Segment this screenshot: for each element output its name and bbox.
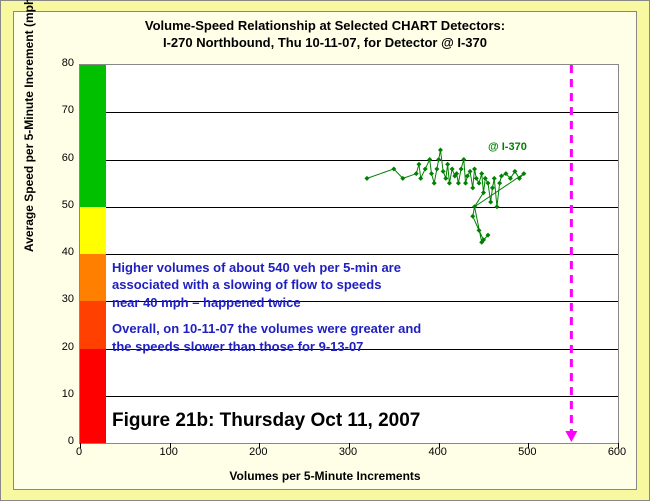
data-marker <box>391 166 396 171</box>
speed-color-band <box>80 207 106 254</box>
x-tick-label: 300 <box>333 446 363 458</box>
x-tick-label: 100 <box>154 446 184 458</box>
title-line-1: Volume-Speed Relationship at Selected CH… <box>145 18 505 33</box>
data-marker <box>521 171 526 176</box>
data-marker <box>445 162 450 167</box>
data-marker <box>477 228 482 233</box>
data-marker <box>503 171 508 176</box>
gridline <box>80 254 618 255</box>
chart-card: Volume-Speed Relationship at Selected CH… <box>13 11 637 490</box>
y-tick-label: 10 <box>50 388 74 400</box>
data-marker <box>485 181 490 186</box>
x-tick-label: 600 <box>602 446 632 458</box>
data-marker <box>470 185 475 190</box>
figure-label: Figure 21b: Thursday Oct 11, 2007 <box>112 410 420 432</box>
data-marker <box>490 185 495 190</box>
data-marker <box>481 190 486 195</box>
speed-color-band <box>80 254 106 301</box>
data-marker <box>418 176 423 181</box>
data-marker <box>441 169 446 174</box>
gridline <box>80 396 618 397</box>
data-marker <box>434 166 439 171</box>
y-tick-label: 30 <box>50 293 74 305</box>
data-marker <box>364 176 369 181</box>
outer-frame: Volume-Speed Relationship at Selected CH… <box>0 0 650 501</box>
series-label: @ I-370 <box>488 141 527 153</box>
data-marker <box>465 174 470 179</box>
x-axis-title: Volumes per 5-Minute Increments <box>14 469 636 483</box>
data-marker <box>443 176 448 181</box>
chart-title: Volume-Speed Relationship at Selected CH… <box>14 18 636 52</box>
data-marker <box>479 240 484 245</box>
data-marker <box>488 200 493 205</box>
y-tick-label: 80 <box>50 57 74 69</box>
x-tick-label: 400 <box>423 446 453 458</box>
gridline <box>80 112 618 113</box>
y-tick-label: 70 <box>50 104 74 116</box>
gridline <box>80 160 618 161</box>
data-marker <box>474 176 479 181</box>
annotation-1: Higher volumes of about 540 veh per 5-mi… <box>112 259 412 312</box>
data-marker <box>497 181 502 186</box>
data-marker <box>479 171 484 176</box>
y-tick-label: 20 <box>50 341 74 353</box>
data-marker <box>512 169 517 174</box>
data-marker <box>416 162 421 167</box>
data-marker <box>438 148 443 153</box>
speed-color-band <box>80 301 106 348</box>
data-marker <box>423 166 428 171</box>
data-marker <box>459 166 464 171</box>
data-marker <box>400 176 405 181</box>
data-marker <box>481 237 486 242</box>
data-marker <box>429 171 434 176</box>
vline-arrow-icon <box>565 431 577 442</box>
series-line <box>367 150 524 242</box>
annotation-2: Overall, on 10-11-07 the volumes were gr… <box>112 320 422 355</box>
data-marker <box>454 171 459 176</box>
data-marker <box>468 169 473 174</box>
title-line-2: I-270 Northbound, Thu 10-11-07, for Dete… <box>163 35 487 50</box>
y-axis-title: Average Speed per 5-Minute Increment (mp… <box>22 0 36 252</box>
y-tick-label: 60 <box>50 152 74 164</box>
data-marker <box>483 176 488 181</box>
x-tick-label: 500 <box>512 446 542 458</box>
speed-color-band <box>80 65 106 207</box>
plot-area: @ I-370 Higher volumes of about 540 veh p… <box>79 64 619 444</box>
data-marker <box>499 174 504 179</box>
gridline <box>80 207 618 208</box>
x-tick-label: 0 <box>64 446 94 458</box>
data-marker <box>447 181 452 186</box>
data-marker <box>517 176 522 181</box>
data-marker <box>450 166 455 171</box>
data-marker <box>472 166 477 171</box>
data-marker <box>463 181 468 186</box>
data-marker <box>414 171 419 176</box>
data-marker <box>485 233 490 238</box>
y-tick-label: 40 <box>50 246 74 258</box>
data-marker <box>508 176 513 181</box>
data-marker <box>456 181 461 186</box>
data-marker <box>452 174 457 179</box>
data-marker <box>477 181 482 186</box>
data-marker <box>432 181 437 186</box>
x-tick-label: 200 <box>243 446 273 458</box>
data-marker <box>492 176 497 181</box>
y-tick-label: 50 <box>50 199 74 211</box>
data-marker <box>470 214 475 219</box>
speed-color-band <box>80 349 106 444</box>
